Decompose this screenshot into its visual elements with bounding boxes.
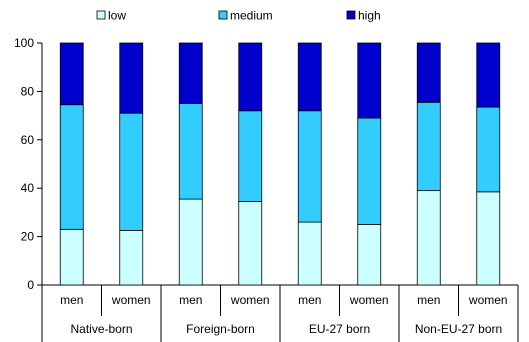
x-category-label: women — [111, 293, 151, 307]
bar-segment-low — [59, 228, 84, 286]
x-category-label: men — [417, 293, 440, 307]
x-category-label: men — [60, 293, 83, 307]
bar-segment-low — [178, 198, 203, 286]
bar-segment-medium — [59, 104, 84, 230]
bar-segment-low — [476, 191, 501, 286]
y-tick-label: 100 — [14, 36, 34, 50]
legend-label-medium: medium — [230, 9, 273, 23]
bar-segment-low — [357, 224, 382, 286]
bar-segment-low — [119, 230, 144, 286]
y-tick-label: 20 — [21, 230, 35, 244]
bar-segment-low — [416, 190, 441, 286]
legend-label-low: low — [108, 9, 126, 23]
bar-segment-high — [178, 42, 203, 104]
bar-segment-medium — [119, 112, 144, 231]
bar-segment-high — [357, 42, 382, 119]
y-tick-label: 80 — [21, 84, 35, 98]
bar-segment-low — [297, 221, 322, 286]
bar-segment-medium — [416, 101, 441, 192]
x-group-label: Foreign-born — [186, 322, 255, 336]
y-tick-label: 0 — [27, 278, 34, 292]
x-group-label: Native-born — [70, 322, 132, 336]
x-category-label: men — [298, 293, 321, 307]
bar-segment-medium — [476, 106, 501, 193]
bar-segment-medium — [357, 117, 382, 225]
bar-segment-high — [297, 42, 322, 112]
x-category-label: men — [179, 293, 202, 307]
legend-swatch-medium — [218, 10, 228, 20]
legend-label-high: high — [358, 9, 381, 23]
x-group-label: Non-EU-27 born — [415, 322, 502, 336]
bar-segment-low — [238, 201, 263, 286]
x-category-label: women — [230, 293, 270, 307]
x-category-label: women — [349, 293, 389, 307]
bar-segment-medium — [297, 110, 322, 223]
bar-segment-high — [416, 42, 441, 103]
bar-segment-high — [59, 42, 84, 106]
bar-segment-medium — [238, 110, 263, 202]
bar-segment-high — [238, 42, 263, 112]
bar-segment-high — [119, 42, 144, 114]
x-group-label: EU-27 born — [309, 322, 370, 336]
x-category-label: women — [468, 293, 508, 307]
bar-segment-medium — [178, 103, 203, 200]
bar-segment-high — [476, 42, 501, 108]
y-tick-label: 60 — [21, 133, 35, 147]
y-tick-label: 40 — [21, 181, 35, 195]
legend-swatch-low — [96, 10, 106, 20]
legend-swatch-high — [346, 10, 356, 20]
